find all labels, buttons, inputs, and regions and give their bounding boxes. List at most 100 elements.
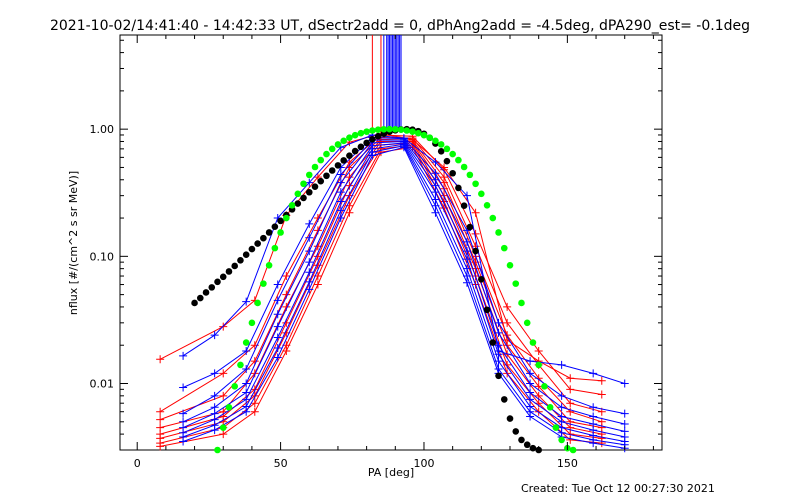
data-point-plus bbox=[597, 439, 606, 448]
data-point-dot bbox=[260, 234, 267, 242]
data-point-plus bbox=[242, 388, 251, 397]
data-point-plus bbox=[589, 403, 598, 412]
data-point-dot bbox=[277, 229, 284, 236]
data-point-dot bbox=[472, 247, 479, 255]
data-point-dot bbox=[351, 147, 359, 155]
y-tick-label: 0.10 bbox=[90, 250, 115, 263]
data-point-plus bbox=[242, 297, 251, 306]
data-point-dot bbox=[317, 156, 325, 164]
data-point-dot bbox=[265, 262, 273, 269]
data-point-dot bbox=[569, 446, 577, 454]
data-point-dot bbox=[523, 319, 531, 327]
data-point-plus bbox=[273, 344, 282, 353]
data-point-plus bbox=[156, 442, 165, 451]
data-point-dot bbox=[409, 128, 416, 135]
data-point-dot bbox=[363, 139, 370, 147]
data-point-dot bbox=[478, 190, 485, 198]
series-red-0 bbox=[156, 129, 606, 385]
data-point-dot bbox=[397, 126, 405, 134]
data-point-dot bbox=[374, 132, 382, 140]
data-point-dot bbox=[466, 171, 474, 179]
data-point-dot bbox=[202, 289, 210, 296]
data-point-plus bbox=[494, 328, 503, 337]
data-point-dot bbox=[529, 339, 537, 346]
data-point-plus bbox=[526, 395, 535, 404]
data-point-plus bbox=[305, 268, 314, 277]
data-point-dot bbox=[283, 214, 290, 222]
data-point-dot bbox=[518, 299, 525, 307]
series-green-17 bbox=[214, 125, 577, 454]
y-tick-label: 0.01 bbox=[90, 378, 115, 391]
data-point-dot bbox=[380, 125, 388, 133]
data-point-dot bbox=[460, 163, 468, 171]
x-axis-label: PA [deg] bbox=[368, 466, 414, 479]
data-point-dot bbox=[386, 125, 393, 133]
data-point-plus bbox=[534, 347, 543, 356]
data-point-dot bbox=[219, 273, 227, 281]
data-point-dot bbox=[432, 137, 439, 145]
data-point-plus bbox=[471, 208, 480, 217]
data-point-dot bbox=[248, 319, 256, 327]
data-point-dot bbox=[512, 280, 520, 287]
data-point-dot bbox=[478, 275, 485, 283]
data-point-dot bbox=[328, 167, 336, 174]
data-point-plus bbox=[219, 430, 228, 439]
series-line bbox=[182, 140, 625, 432]
data-point-dot bbox=[403, 127, 411, 134]
series-line bbox=[160, 146, 602, 447]
data-point-dot bbox=[552, 424, 560, 431]
data-point-plus bbox=[273, 280, 282, 289]
data-point-plus bbox=[242, 407, 251, 416]
data-point-plus bbox=[431, 208, 440, 217]
data-point-dot bbox=[225, 403, 233, 411]
data-point-plus bbox=[305, 258, 314, 267]
data-point-dot bbox=[460, 202, 468, 210]
data-point-plus bbox=[440, 165, 449, 174]
data-point-plus bbox=[156, 407, 165, 416]
data-point-dot bbox=[489, 339, 497, 346]
data-point-plus bbox=[620, 379, 629, 388]
data-point-plus bbox=[179, 409, 188, 418]
data-point-dot bbox=[529, 444, 537, 452]
data-point-plus bbox=[503, 341, 512, 350]
x-tick-label: 50 bbox=[274, 457, 288, 470]
data-point-plus bbox=[305, 285, 314, 294]
data-point-dot bbox=[483, 306, 491, 314]
data-point-plus bbox=[431, 188, 440, 197]
data-point-dot bbox=[300, 194, 307, 202]
data-point-dot bbox=[254, 299, 261, 307]
data-point-plus bbox=[305, 233, 314, 242]
data-point-dot bbox=[369, 136, 376, 143]
data-point-plus bbox=[557, 391, 566, 400]
data-point-plus bbox=[282, 347, 291, 356]
data-point-dot bbox=[334, 141, 342, 148]
data-point-dot bbox=[500, 244, 508, 252]
data-point-dot bbox=[260, 280, 267, 287]
data-point-plus bbox=[462, 278, 471, 287]
data-point-dot bbox=[231, 262, 239, 270]
data-point-plus bbox=[557, 403, 566, 412]
data-point-dot bbox=[277, 217, 284, 225]
data-point-plus bbox=[336, 178, 345, 187]
data-point-plus bbox=[431, 158, 440, 167]
data-point-plus bbox=[368, 151, 377, 160]
data-point-plus bbox=[345, 181, 354, 190]
series-red-1 bbox=[156, 130, 606, 416]
data-point-dot bbox=[426, 134, 434, 141]
data-point-dot bbox=[455, 156, 462, 164]
data-point-dot bbox=[489, 214, 497, 222]
data-point-dot bbox=[443, 157, 451, 165]
data-point-dot bbox=[323, 150, 330, 158]
data-point-dot bbox=[214, 278, 221, 286]
data-point-dot bbox=[558, 436, 565, 444]
chart-title: 2021-10-02/14:41:40 - 14:42:33 UT, dSect… bbox=[49, 18, 750, 34]
series-line bbox=[182, 139, 625, 425]
data-point-plus bbox=[219, 369, 228, 378]
data-point-plus bbox=[242, 347, 251, 356]
data-point-dot bbox=[219, 424, 227, 431]
data-point-dot bbox=[449, 150, 456, 158]
data-point-plus bbox=[376, 148, 385, 157]
data-point-plus bbox=[620, 409, 629, 418]
data-point-plus bbox=[242, 395, 251, 404]
data-point-plus bbox=[494, 318, 503, 327]
